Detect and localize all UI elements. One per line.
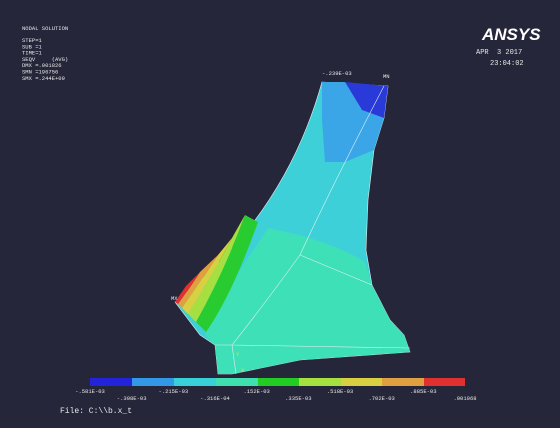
swatch — [424, 378, 465, 386]
region — [345, 82, 388, 118]
logo: ANSYS — [481, 25, 541, 44]
region — [322, 82, 384, 162]
swatch — [132, 378, 174, 386]
swatch — [299, 378, 341, 386]
swatch — [174, 378, 216, 386]
mx-marker: MX — [171, 295, 178, 302]
model — [174, 81, 411, 375]
color-bar — [90, 378, 465, 386]
region — [188, 215, 245, 322]
legend-label: .335E-03 — [285, 395, 311, 402]
legend-label: .885E-03 — [410, 388, 436, 395]
edge — [215, 344, 237, 375]
region — [175, 272, 200, 304]
edge — [231, 85, 411, 349]
legend-label: .702E-03 — [368, 395, 394, 402]
region — [196, 215, 258, 332]
axis-y: Y — [236, 351, 240, 358]
file-label: File: C:\\b.x_t — [60, 407, 132, 416]
legend-label: -.215E-03 — [158, 388, 188, 395]
swatch — [258, 378, 299, 386]
legend-label: .001068 — [453, 395, 476, 402]
swatch — [216, 378, 258, 386]
date: APR 3 2017 — [476, 49, 522, 57]
region — [182, 238, 232, 314]
legend-label: -.316E-04 — [200, 395, 230, 402]
legend-label: -.398E-03 — [117, 395, 147, 402]
info-line: STEP=1 — [22, 37, 43, 44]
swatch — [382, 378, 424, 386]
time: 23:04:02 — [490, 60, 524, 68]
legend-label: .518E-03 — [327, 388, 353, 395]
mn-marker: MN — [383, 73, 390, 80]
region — [205, 228, 410, 374]
info-line: DMX =.001826 — [22, 62, 62, 69]
info-line: NODAL SOLUTION — [22, 25, 68, 32]
info-line: SEQV (AVG) — [22, 56, 68, 63]
axis-x: X — [241, 367, 245, 374]
info-line: TIME=1 — [22, 50, 43, 57]
info-line: SUB =1 — [22, 43, 43, 50]
legend-label: .152E-03 — [243, 388, 269, 395]
swatch — [90, 378, 132, 386]
swatch — [341, 378, 382, 386]
info-line: SMN =196756 — [22, 69, 58, 76]
min-value: -.239E-03 — [322, 70, 352, 77]
region — [178, 255, 218, 308]
legend-label: -.581E-03 — [75, 388, 105, 395]
info-line: SMX =.244E+09 — [22, 75, 65, 82]
legend-labels: -.581E-03 -.215E-03 .152E-03 .518E-03 .885E-… — [75, 388, 476, 402]
